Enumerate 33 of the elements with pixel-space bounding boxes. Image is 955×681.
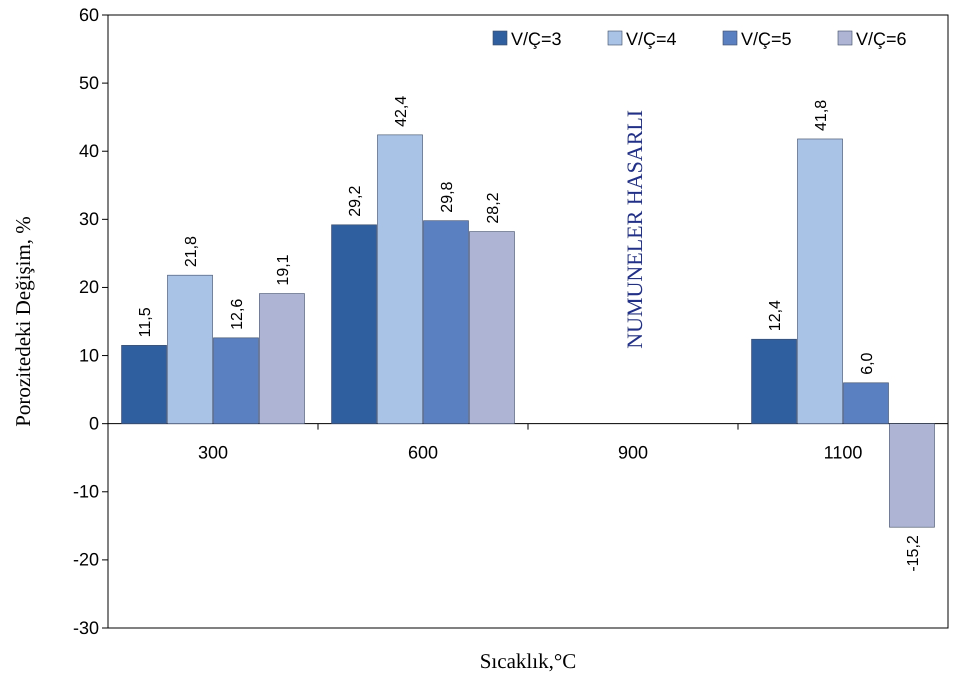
y-tick-label: 50 (78, 72, 99, 93)
legend-label: V/Ç=4 (626, 29, 677, 49)
y-tick-label: -20 (72, 550, 99, 570)
x-axis-title: Sıcaklık,°C (480, 649, 576, 673)
data-label: 19,1 (274, 254, 292, 286)
legend-label: V/Ç=5 (741, 29, 792, 49)
legend-label: V/Ç=3 (511, 29, 562, 49)
y-tick-label: 30 (78, 209, 99, 230)
x-tick-label: 300 (198, 442, 228, 462)
y-tick-label: 60 (78, 4, 99, 25)
y-tick-label: 20 (78, 277, 99, 298)
y-tick-label: 10 (78, 345, 99, 366)
data-label: 28,2 (484, 192, 502, 224)
legend-label: V/Ç=6 (856, 29, 907, 49)
y-tick-label: 40 (78, 140, 99, 161)
data-label: 11,5 (137, 307, 154, 338)
data-label: 42,4 (393, 96, 410, 127)
x-tick-label: 1100 (824, 442, 862, 462)
data-label: 6,0 (858, 352, 876, 375)
data-label: 29,2 (347, 186, 364, 217)
data-label: 41,8 (813, 100, 830, 131)
data-label: 29,8 (438, 181, 456, 213)
y-tick-label: 0 (88, 413, 99, 434)
data-label: 12,4 (767, 300, 784, 332)
data-label: 12,6 (228, 298, 246, 330)
x-tick-label: 600 (408, 442, 438, 462)
y-tick-label: -10 (72, 482, 99, 502)
y-axis-title: Porozitedeki Değişim, % (11, 216, 35, 427)
y-tick-label: -30 (72, 618, 99, 638)
data-label: -15,2 (904, 535, 922, 572)
annotation: NUMUNELER HASARLI (622, 110, 647, 349)
x-tick-label: 900 (618, 442, 648, 462)
data-label: 21,8 (183, 236, 200, 268)
